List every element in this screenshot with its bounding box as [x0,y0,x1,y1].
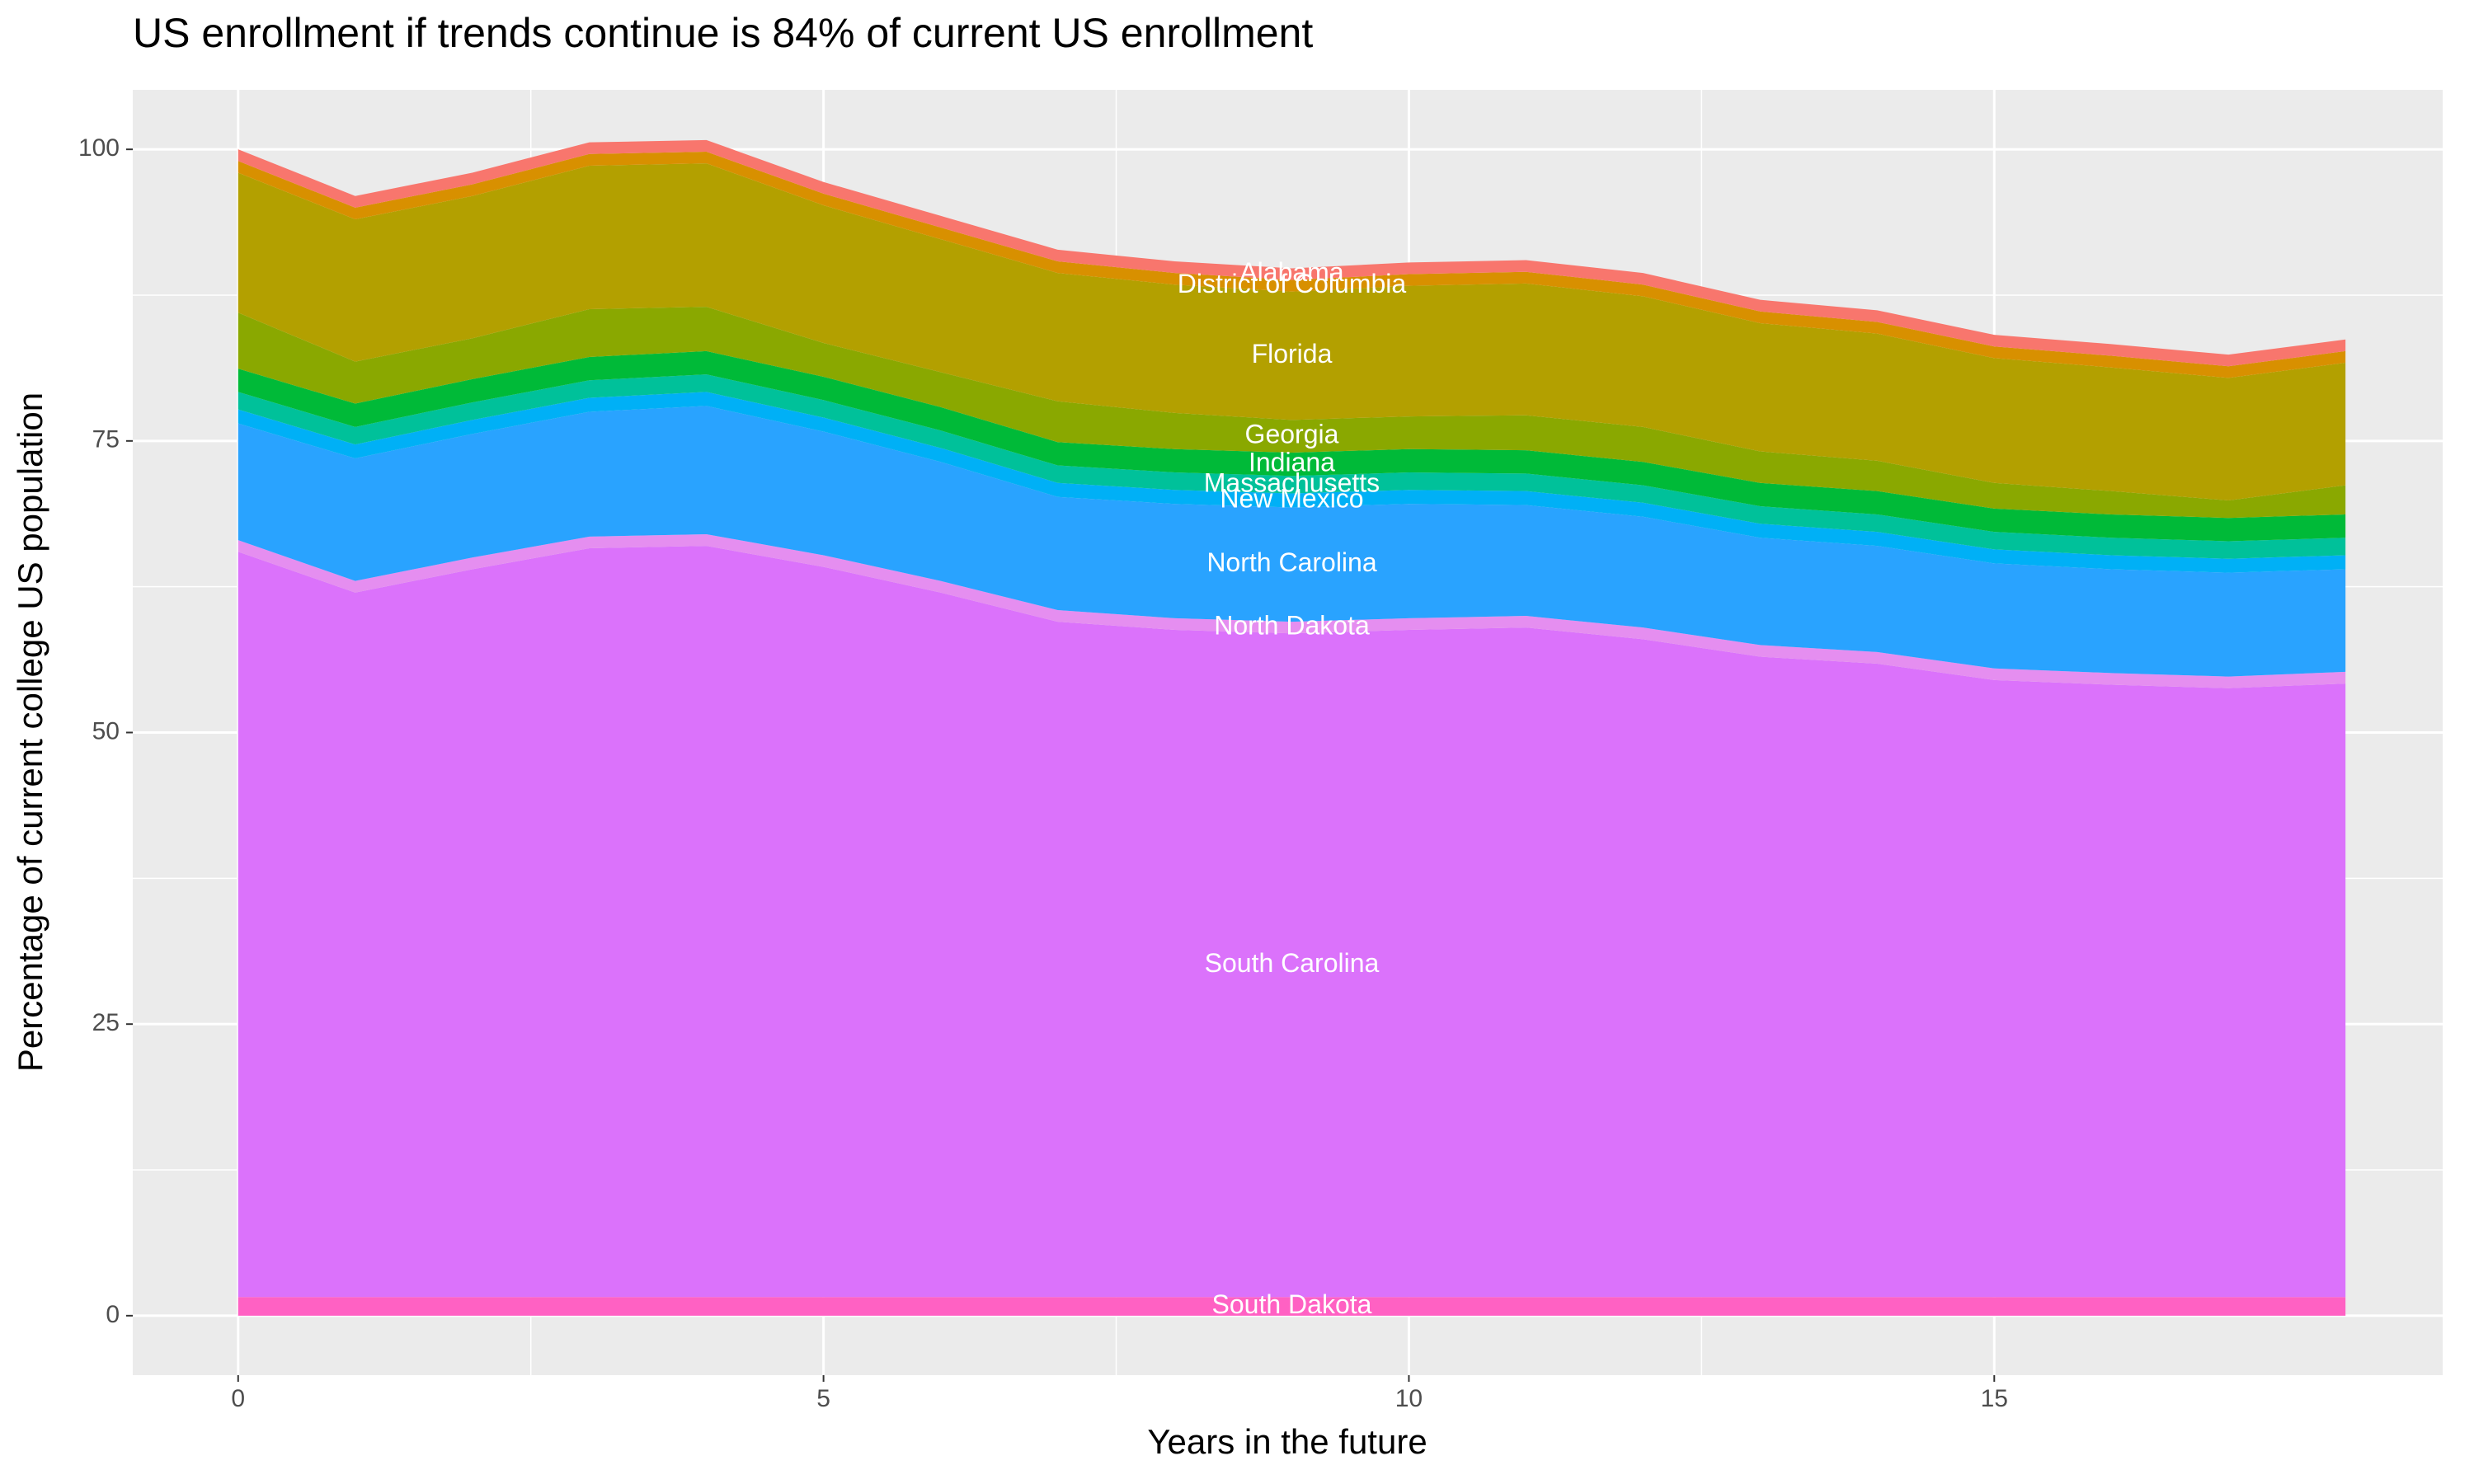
area-label: South Dakota [1212,1289,1372,1319]
area-label: North Carolina [1206,547,1377,577]
area-labels: South Dakota South Carolina North Dakota No… [1178,257,1407,1319]
area [238,350,2346,542]
area-label: District of Columbia [1178,269,1407,298]
y-tick-label: 50 [92,717,120,744]
y-tick-label: 0 [106,1301,120,1328]
y-tick-label: 100 [78,134,120,162]
area-label: Massachusetts [1204,467,1380,497]
x-tick-label: 5 [816,1385,830,1412]
area-label: New Mexico [1220,483,1363,513]
area [238,374,2346,559]
chart-title: US enrollment if trends continue is 84% … [133,10,1313,56]
area-label: North Dakota [1214,611,1370,641]
x-tick-label: 0 [231,1385,245,1412]
y-axis-title: Percentage of current college US populat… [11,392,49,1072]
area [238,163,2346,500]
areas [238,139,2346,1316]
area-label: South Carolina [1205,948,1380,978]
area-label: Georgia [1245,420,1339,449]
area [238,307,2346,519]
x-axis-title: Years in the future [1147,1422,1427,1461]
area [238,1297,2346,1316]
y-tick-label: 25 [92,1009,120,1036]
area [238,139,2346,367]
area-label: Alabama [1239,257,1344,287]
area [238,151,2346,378]
area [238,534,2346,688]
y-tick-label: 75 [92,426,120,453]
area-label: Florida [1252,339,1333,369]
area [238,546,2346,1298]
area-label: Indiana [1249,448,1335,477]
area [238,406,2346,677]
x-tick-label: 15 [1981,1385,2008,1412]
x-tick-label: 10 [1395,1385,1423,1412]
